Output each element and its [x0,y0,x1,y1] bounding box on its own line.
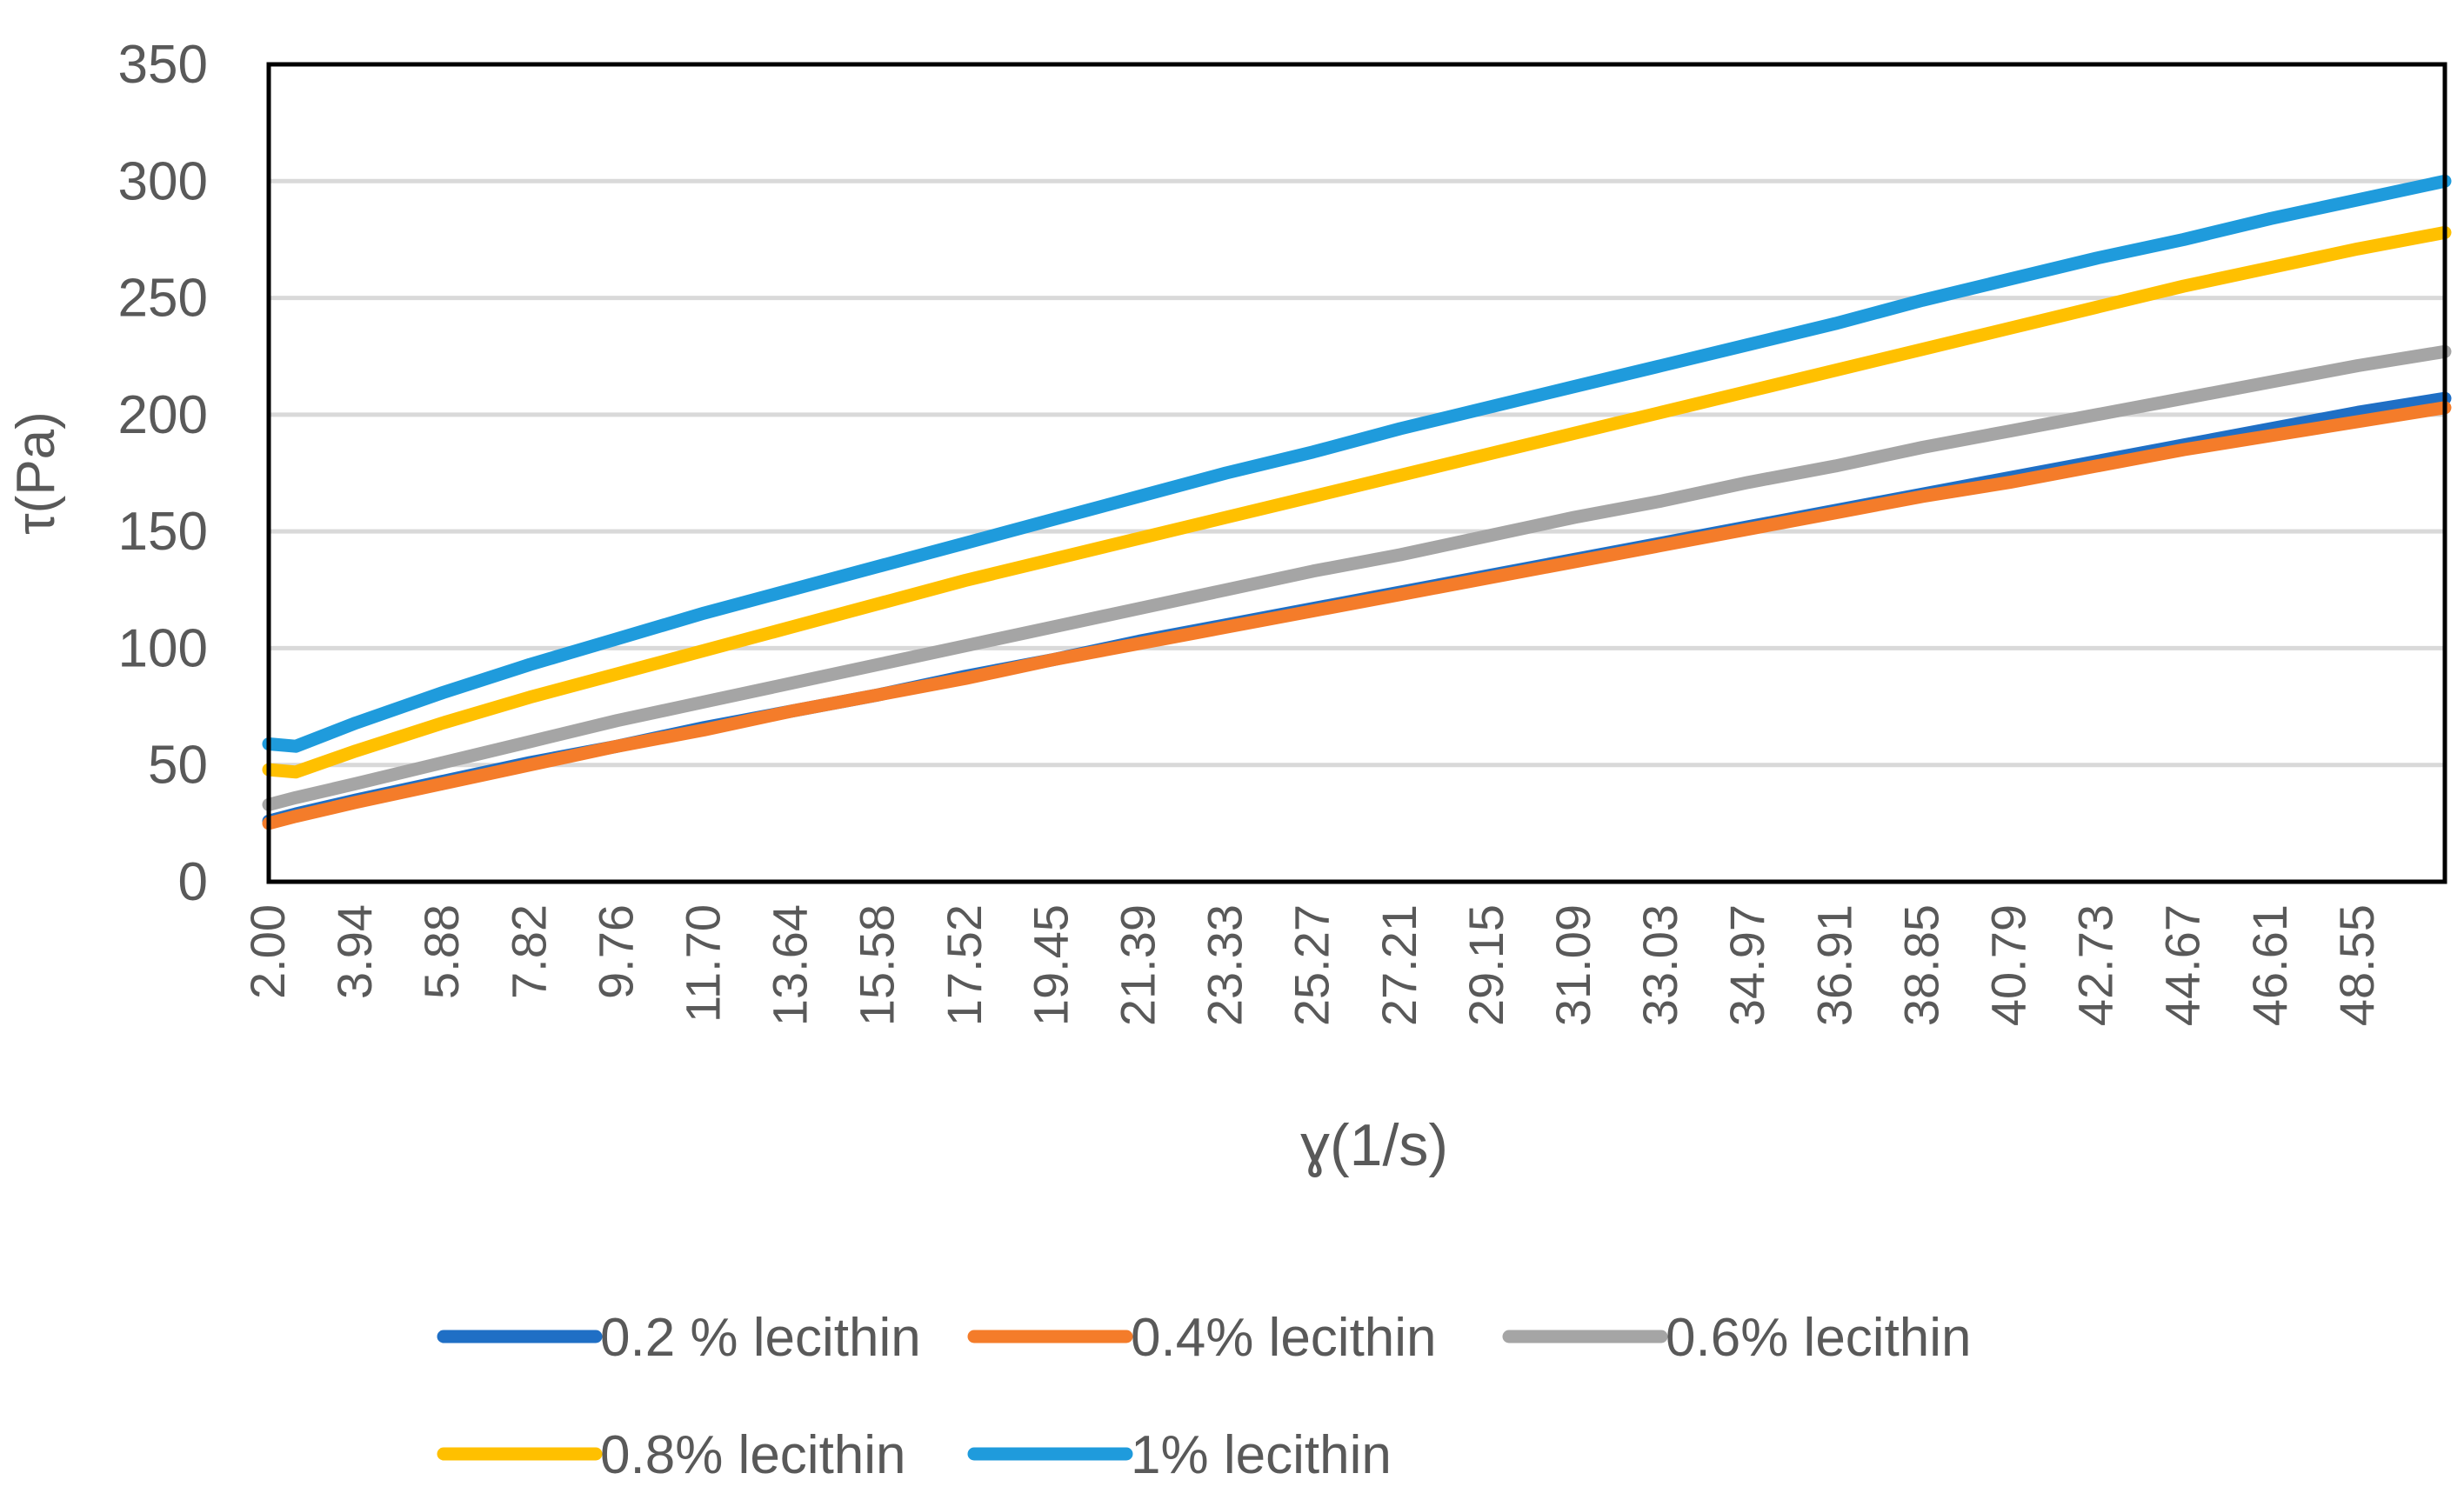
x-tick-label: 13.64 [763,904,818,1026]
legend-label: 0.6% lecithin [1666,1308,1972,1368]
x-tick-label: 5.88 [414,904,469,999]
x-tick-label: 34.97 [1719,904,1774,1026]
y-axis-ticks: 0 50 100 150 200 250 300 350 [118,35,208,912]
x-tick-label: 48.55 [2329,904,2384,1026]
x-tick-label: 23.33 [1198,904,1252,1026]
x-tick-label: 38.85 [1893,904,1948,1026]
x-axis-ticks: 2.00 3.94 5.88 7.82 9.76 11.70 13.64 15.58 17.52… [240,904,2384,1026]
x-tick-label: 33.03 [1633,904,1687,1026]
y-tick-label: 100 [118,618,208,678]
x-tick-label: 27.21 [1372,904,1426,1026]
x-tick-label: 31.09 [1546,904,1600,1026]
x-tick-label: 17.52 [937,904,992,1026]
legend-label: 0.4% lecithin [1131,1308,1437,1368]
x-tick-label: 25.27 [1285,904,1339,1026]
series-line-2 [262,401,2452,830]
legend-label: 0.8% lecithin [600,1425,906,1485]
legend-label: 1% lecithin [1131,1425,1392,1485]
legend: 0.2 % lecithin 0.4% lecithin 0.6% lecithin… [437,1308,1972,1485]
legend-label: 0.2 % lecithin [600,1308,921,1368]
series-line-5 [262,174,2452,753]
x-tick-label: 42.73 [2068,904,2123,1026]
x-tick-label: 19.45 [1023,904,1078,1026]
y-tick-label: 300 [118,151,208,211]
series-lines [262,174,2452,830]
series-line-3 [262,344,2452,811]
x-tick-label: 2.00 [240,904,295,999]
plot-frame [266,62,2447,884]
x-tick-label: 11.70 [676,904,731,1023]
y-tick-label: 250 [118,269,208,329]
x-tick-label: 7.82 [501,904,556,999]
series-line-4 [262,225,2452,779]
x-axis-label: ɣ(1/s) [1300,1112,1448,1178]
y-tick-label: 350 [118,35,208,95]
x-tick-label: 15.58 [850,904,905,1026]
y-tick-label: 50 [148,736,208,796]
x-tick-label: 44.67 [2155,904,2210,1026]
x-tick-label: 46.61 [2242,904,2297,1026]
y-tick-label: 0 [178,852,208,912]
y-tick-label: 200 [118,385,208,445]
x-tick-label: 40.79 [1980,904,2035,1026]
x-tick-label: 21.39 [1110,904,1165,1026]
x-tick-label: 36.91 [1806,904,1861,1026]
y-axis-label: τ(Pa) [6,411,66,535]
y-tick-label: 150 [118,502,208,562]
x-tick-label: 3.94 [327,904,382,999]
x-tick-label: 29.15 [1459,904,1513,1026]
x-tick-label: 9.76 [588,904,643,999]
